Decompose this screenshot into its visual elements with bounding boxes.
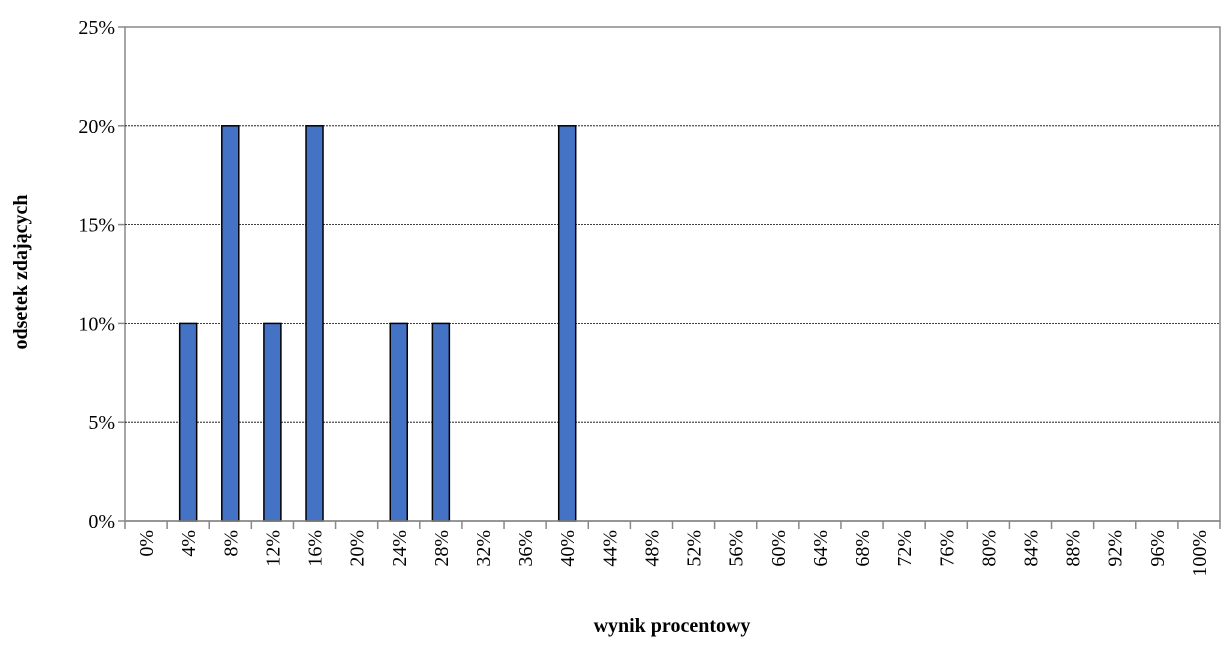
x-tick-label: 48% — [641, 530, 663, 567]
x-tick-label: 28% — [431, 530, 453, 567]
bar — [305, 125, 324, 522]
y-tick-label: 15% — [78, 215, 115, 237]
x-tick-label: 24% — [389, 530, 411, 567]
x-tick-label: 84% — [1020, 530, 1042, 567]
bar — [431, 322, 451, 522]
y-tick-label: 25% — [78, 17, 115, 39]
x-tick-label: 12% — [262, 530, 284, 567]
bar — [557, 125, 577, 522]
x-axis-title: wynik procentowy — [594, 615, 751, 637]
x-tick-label: 60% — [768, 530, 790, 567]
x-tick-label: 92% — [1105, 530, 1127, 567]
x-tick-label: 32% — [473, 530, 495, 567]
x-tick-label: 56% — [726, 530, 748, 567]
x-tick-label: 68% — [852, 530, 874, 567]
bar — [178, 322, 198, 522]
x-tick-label: 40% — [557, 530, 579, 567]
x-tick-label: 80% — [978, 530, 1000, 567]
x-tick-label: 52% — [684, 530, 706, 567]
x-tick-label: 76% — [936, 530, 958, 567]
x-tick-label: 4% — [178, 530, 200, 557]
y-tick-label: 10% — [78, 313, 115, 335]
x-tick-label: 64% — [810, 530, 832, 567]
x-tick-label: 96% — [1147, 530, 1169, 567]
plot-border — [124, 26, 1221, 522]
bar — [389, 322, 408, 522]
bar — [263, 322, 282, 522]
y-tick-label: 20% — [78, 116, 115, 138]
x-tick-label: 20% — [347, 530, 369, 567]
y-axis-title: odsetek zdających — [10, 195, 32, 350]
x-tick-label: 0% — [136, 530, 158, 557]
bar — [221, 125, 240, 522]
x-tick-label: 100% — [1189, 530, 1211, 577]
y-tick-label: 5% — [88, 412, 115, 434]
y-tick-label: 0% — [88, 511, 115, 533]
x-tick-label: 16% — [305, 530, 327, 567]
x-tick-label: 72% — [894, 530, 916, 567]
x-tick-label: 8% — [220, 530, 242, 557]
x-tick-label: 36% — [515, 530, 537, 567]
x-tick-label: 88% — [1063, 530, 1085, 567]
x-tick-label: 44% — [599, 530, 621, 567]
